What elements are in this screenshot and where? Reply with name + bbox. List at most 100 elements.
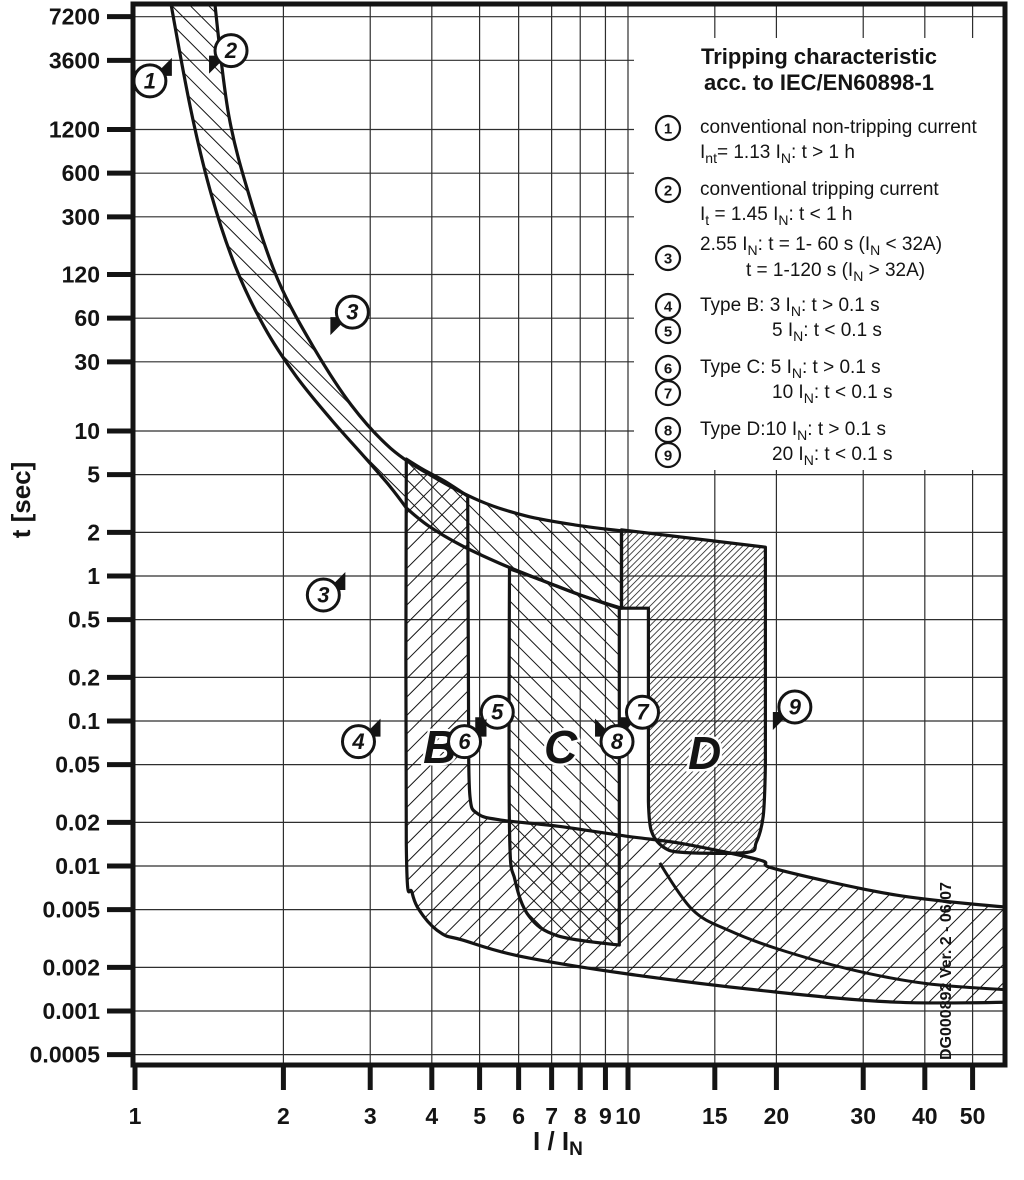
- band-label-d: D: [688, 727, 721, 779]
- legend-text: 10 IN: t < 0.1 s: [772, 382, 893, 406]
- legend-number: 9: [664, 448, 672, 465]
- legend-item: 8 Type D:10 IN: t > 0.1 s: [654, 416, 886, 444]
- legend-item: 5 5 IN: t < 0.1 s: [654, 317, 882, 345]
- legend-text: t = 1-120 s (IN > 32A): [746, 260, 925, 284]
- marker-number: 8: [611, 729, 624, 754]
- legend-item: 3 2.55 IN: t = 1- 60 s (IN < 32A)t = 1-12…: [654, 234, 942, 284]
- y-tick-label: 0.5: [68, 607, 100, 633]
- band-label-b: B: [423, 721, 456, 773]
- legend-text: Type C: 5 IN: t > 0.1 s: [700, 357, 881, 381]
- marker-circle: [305, 577, 341, 613]
- x-tick-label: 40: [912, 1103, 938, 1129]
- legend-text: 5 IN: t < 0.1 s: [772, 320, 882, 344]
- axes: 7200360012006003001206030105210.50.20.10…: [6, 4, 985, 1160]
- x-tick-label: 20: [764, 1103, 790, 1129]
- legend-text: 2.55 IN: t = 1- 60 s (IN < 32A): [700, 234, 942, 258]
- legend-number-circle: [654, 176, 682, 204]
- marker-number: 1: [144, 68, 156, 93]
- marker-7: 7: [620, 694, 660, 736]
- x-tick-label: 9: [599, 1103, 612, 1129]
- y-tick-label: 2: [87, 519, 100, 545]
- marker-number: 2: [224, 38, 238, 63]
- y-tick-label: 0.002: [42, 954, 100, 980]
- marker-circle: [334, 294, 370, 330]
- marker-number: 9: [789, 694, 802, 719]
- y-tick-label: 7200: [49, 4, 100, 30]
- x-tick-label: 6: [512, 1103, 525, 1129]
- legend-text: conventional non-tripping current: [700, 117, 977, 138]
- plot-border: [130, 1, 1008, 1068]
- legend-number: 7: [664, 386, 672, 403]
- legend-number-circle: [654, 379, 682, 407]
- y-tick-label: 0.005: [42, 897, 100, 923]
- marker-number: 4: [351, 729, 364, 754]
- legend-item: 7 10 IN: t < 0.1 s: [654, 379, 893, 407]
- legend-text: Int= 1.13 IN: t > 1 h: [700, 142, 855, 166]
- marker-number: 3: [317, 582, 329, 607]
- marker-number: 5: [491, 700, 504, 725]
- legend-background: [634, 38, 1003, 470]
- legend-number-circle: [654, 441, 682, 469]
- marker-9: 9: [772, 689, 813, 730]
- y-tick-label: 1200: [49, 117, 100, 143]
- y-tick-label: 0.05: [55, 752, 100, 778]
- document-reference: DG000892 Ver. 2 - 06/07: [938, 882, 955, 1060]
- legend-title: acc. to IEC/EN60898-1: [704, 70, 934, 95]
- legend-number: 5: [664, 324, 672, 341]
- type-c-band: [507, 567, 621, 947]
- legend-number: 2: [664, 183, 672, 200]
- legend-number-circle: [654, 114, 682, 142]
- x-tick-label: 1: [129, 1103, 142, 1129]
- x-tick-label: 30: [850, 1103, 876, 1129]
- legend-number: 4: [664, 299, 673, 316]
- x-tick-label: 10: [615, 1103, 641, 1129]
- y-tick-label: 5: [87, 462, 100, 488]
- band-label-c: C: [544, 721, 578, 773]
- y-tick-label: 10: [74, 418, 100, 444]
- x-tick-label: 7: [545, 1103, 558, 1129]
- marker-number: 6: [458, 729, 471, 754]
- legend-item: 4 Type B: 3 IN: t > 0.1 s: [654, 292, 880, 320]
- marker-3: 3: [305, 571, 346, 613]
- y-tick-label: 0.0005: [30, 1042, 101, 1068]
- type-d-band: [619, 528, 768, 856]
- marker-4: 4: [340, 718, 381, 760]
- marker-circle: [213, 33, 249, 69]
- y-axis-label: t [sec]: [6, 462, 36, 539]
- y-tick-label: 0.01: [55, 853, 100, 879]
- legend-text: Type B: 3 IN: t > 0.1 s: [700, 295, 880, 319]
- x-tick-label: 2: [277, 1103, 290, 1129]
- marker-circle: [479, 694, 515, 730]
- marker-2: 2: [209, 33, 249, 74]
- legend-number: 6: [664, 361, 672, 378]
- x-tick-label: 15: [702, 1103, 728, 1129]
- marker-6: 6: [447, 718, 487, 760]
- y-tick-label: 0.1: [68, 708, 100, 734]
- marker-3: 3: [330, 294, 370, 336]
- legend-item: 2 conventional tripping current It = 1.45 …: [654, 176, 939, 228]
- y-tick-label: 3600: [49, 47, 100, 73]
- marker-circle: [624, 694, 660, 730]
- marker-1: 1: [132, 57, 172, 99]
- y-tick-label: 600: [62, 160, 100, 186]
- legend-text: It = 1.45 IN: t < 1 h: [700, 204, 852, 228]
- marker-number: 3: [346, 300, 358, 325]
- y-tick-label: 120: [62, 262, 100, 288]
- legend-item: 6 Type C: 5 IN: t > 0.1 s: [654, 354, 881, 382]
- legend-text: conventional tripping current: [700, 179, 939, 200]
- legend-number: 3: [664, 251, 672, 268]
- legend-title: Tripping characteristic: [701, 44, 937, 69]
- y-tick-label: 0.001: [42, 998, 100, 1024]
- y-tick-label: 60: [74, 305, 100, 331]
- marker-number: 7: [636, 700, 650, 725]
- marker-circle: [340, 724, 376, 760]
- y-tick-label: 1: [87, 563, 100, 589]
- legend-number: 8: [664, 423, 672, 440]
- band-labels: B C D: [421, 719, 724, 782]
- legend-item: 1 conventional non-tripping current Int= 1…: [654, 114, 977, 166]
- legend-item: 9 20 IN: t < 0.1 s: [654, 441, 893, 469]
- legend-number: 1: [664, 121, 672, 138]
